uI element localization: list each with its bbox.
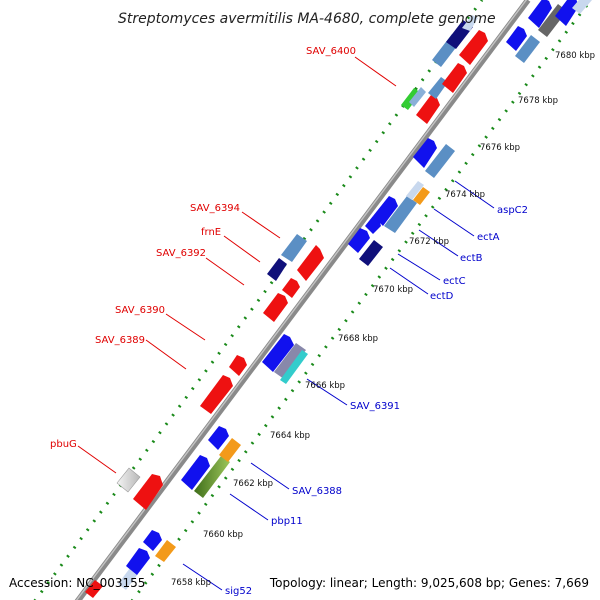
gene-label[interactable]: ectA (477, 232, 500, 243)
gene-feature[interactable] (143, 530, 162, 551)
gene-feature[interactable] (462, 15, 478, 31)
leader-line (241, 211, 281, 239)
gene-label[interactable]: ectD (430, 291, 454, 302)
gene-feature[interactable] (281, 234, 307, 262)
gene-feature[interactable] (118, 568, 138, 590)
gene-feature[interactable] (428, 77, 448, 99)
gene-feature[interactable] (515, 35, 540, 63)
gene-label[interactable]: SAV_6391 (350, 401, 400, 412)
gene-feature[interactable] (555, 0, 579, 26)
gene-feature[interactable] (359, 240, 383, 266)
gene-feature[interactable] (263, 293, 288, 322)
gene-feature[interactable] (267, 258, 287, 281)
gene-feature[interactable] (200, 375, 233, 414)
tick-label: 7680 kbp (555, 51, 595, 61)
genome-summary-text: Topology: linear; Length: 9,025,608 bp; … (269, 576, 589, 590)
tick-label: 7676 kbp (480, 143, 520, 153)
leader-line (250, 462, 290, 490)
gene-label[interactable]: ectC (443, 276, 466, 287)
tick-label: 7678 kbp (518, 96, 558, 106)
gene-label[interactable]: SAV_6389 (95, 335, 145, 346)
leader-line (182, 563, 223, 591)
gene-feature[interactable] (413, 187, 430, 205)
gene-label[interactable]: sig52 (225, 586, 252, 597)
tick-labels: 7658 kbp 7660 kbp 7662 kbp 7664 kbp 7666… (171, 51, 595, 588)
label-leaders (77, 56, 495, 591)
gene-feature[interactable] (194, 456, 230, 498)
gene-feature[interactable] (348, 228, 370, 253)
right-dotted-track (130, 0, 593, 600)
gene-label[interactable]: SAV_6390 (115, 305, 165, 316)
gene-feature[interactable] (229, 355, 247, 376)
tick-label: 7666 kbp (305, 381, 345, 391)
gene-feature[interactable] (155, 540, 176, 562)
leader-line (454, 180, 495, 209)
gene-feature[interactable] (528, 0, 552, 28)
leader-line (165, 313, 206, 341)
gene-feature[interactable] (262, 334, 294, 372)
gene-feature[interactable] (181, 455, 210, 490)
gene-feature[interactable] (297, 245, 324, 281)
leader-line (433, 208, 475, 237)
tick-label: 7660 kbp (203, 530, 243, 540)
gene-feature[interactable] (406, 181, 424, 200)
gene-label[interactable]: SAV_6392 (156, 248, 206, 259)
gene-label[interactable]: ectB (460, 253, 483, 264)
gene-feature[interactable] (373, 196, 398, 226)
gene-label[interactable]: frnE (201, 227, 221, 238)
gene-feature[interactable] (133, 474, 163, 510)
tick-label: 7674 kbp (445, 190, 485, 200)
gene-feature[interactable] (572, 0, 592, 14)
leader-line (77, 445, 117, 474)
gene-feature[interactable] (416, 95, 440, 124)
gene-feature[interactable] (280, 350, 308, 384)
leader-line (205, 257, 245, 286)
leader-line (223, 235, 261, 263)
gene-feature[interactable] (208, 426, 229, 450)
coordinate-tracks (33, 0, 593, 600)
gene-feature[interactable] (116, 467, 141, 493)
tick-label: 7658 kbp (171, 578, 211, 588)
gene-label[interactable]: aspC2 (497, 205, 528, 216)
gene-feature[interactable] (384, 196, 417, 233)
gene-label[interactable]: SAV_6400 (306, 46, 356, 57)
gene-label[interactable]: SAV_6388 (292, 486, 342, 497)
leader-line (397, 253, 441, 281)
leader-line (306, 378, 348, 406)
gene-feature[interactable] (506, 26, 527, 51)
tick-label: 7662 kbp (233, 479, 273, 489)
gene-label[interactable]: pbp11 (271, 516, 303, 527)
accession-text: Accession: NC_003155 (9, 576, 145, 590)
gene-labels-left: SAV_6400 SAV_6394 frnE SAV_6392 SAV_6390… (50, 46, 356, 450)
gene-labels-right: aspC2 ectA ectB ectC ectD SAV_6391 SAV_6… (225, 205, 528, 597)
tick-label: 7670 kbp (373, 285, 413, 295)
leader-line (229, 493, 269, 521)
gene-label[interactable]: pbuG (50, 439, 77, 450)
genome-backbone (74, 0, 531, 600)
tick-label: 7672 kbp (409, 237, 449, 247)
gene-feature[interactable] (409, 87, 426, 107)
gene-feature[interactable] (85, 580, 103, 598)
gene-label[interactable]: SAV_6394 (190, 203, 240, 214)
gene-feature[interactable] (274, 343, 306, 379)
gene-feature[interactable] (442, 63, 467, 93)
gene-feature[interactable] (425, 144, 455, 178)
map-title: Streptomyces avermitilis MA-4680, comple… (118, 11, 496, 27)
gene-feature[interactable] (413, 138, 437, 168)
gene-features (85, 0, 592, 598)
gene-feature[interactable] (459, 30, 488, 65)
tick-label: 7668 kbp (338, 334, 378, 344)
leader-line (354, 56, 397, 87)
gene-feature[interactable] (365, 216, 381, 234)
tick-label: 7664 kbp (270, 431, 310, 441)
gene-feature[interactable] (126, 548, 150, 575)
leader-line (145, 339, 187, 370)
leader-line (389, 267, 429, 295)
gene-feature[interactable] (219, 438, 241, 462)
genome-backbone-highlight (75, 0, 528, 600)
leader-line (418, 229, 459, 257)
gene-feature[interactable] (282, 278, 300, 298)
